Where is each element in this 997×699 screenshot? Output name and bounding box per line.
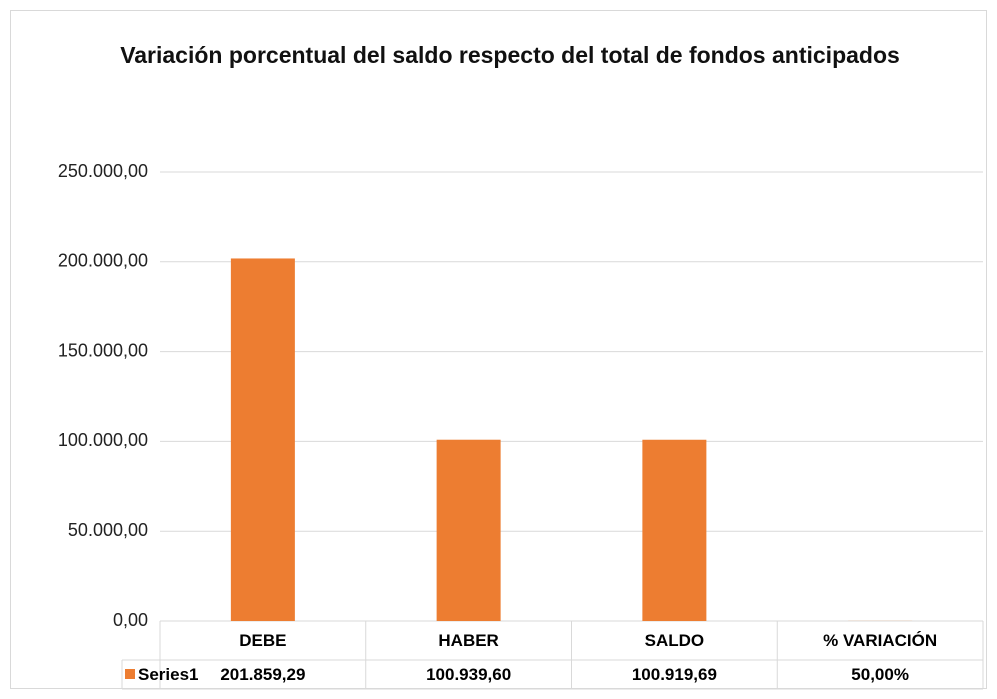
- x-tick-label: DEBE: [239, 631, 286, 650]
- data-table-value: 100.939,60: [426, 665, 511, 684]
- bar: [642, 439, 707, 621]
- x-tick-label: HABER: [438, 631, 498, 650]
- chart-title: Variación porcentual del saldo respecto …: [120, 42, 900, 68]
- data-table-value: 100.919,69: [632, 665, 717, 684]
- data-table-value: 201.859,29: [220, 665, 305, 684]
- y-tick-label: 50.000,00: [68, 520, 148, 540]
- y-tick-label: 150.000,00: [58, 340, 148, 360]
- y-tick-label: 250.000,00: [58, 161, 148, 181]
- y-tick-label: 200.000,00: [58, 251, 148, 271]
- bar: [230, 258, 295, 621]
- legend-label: Series1: [138, 665, 199, 684]
- data-table-value: 50,00%: [851, 665, 909, 684]
- y-tick-label: 0,00: [113, 610, 148, 630]
- y-tick-label: 100.000,00: [58, 430, 148, 450]
- legend-key: [125, 669, 135, 679]
- x-tick-label: SALDO: [645, 631, 705, 650]
- x-tick-label: % VARIACIÓN: [823, 631, 937, 650]
- bar: [436, 439, 501, 621]
